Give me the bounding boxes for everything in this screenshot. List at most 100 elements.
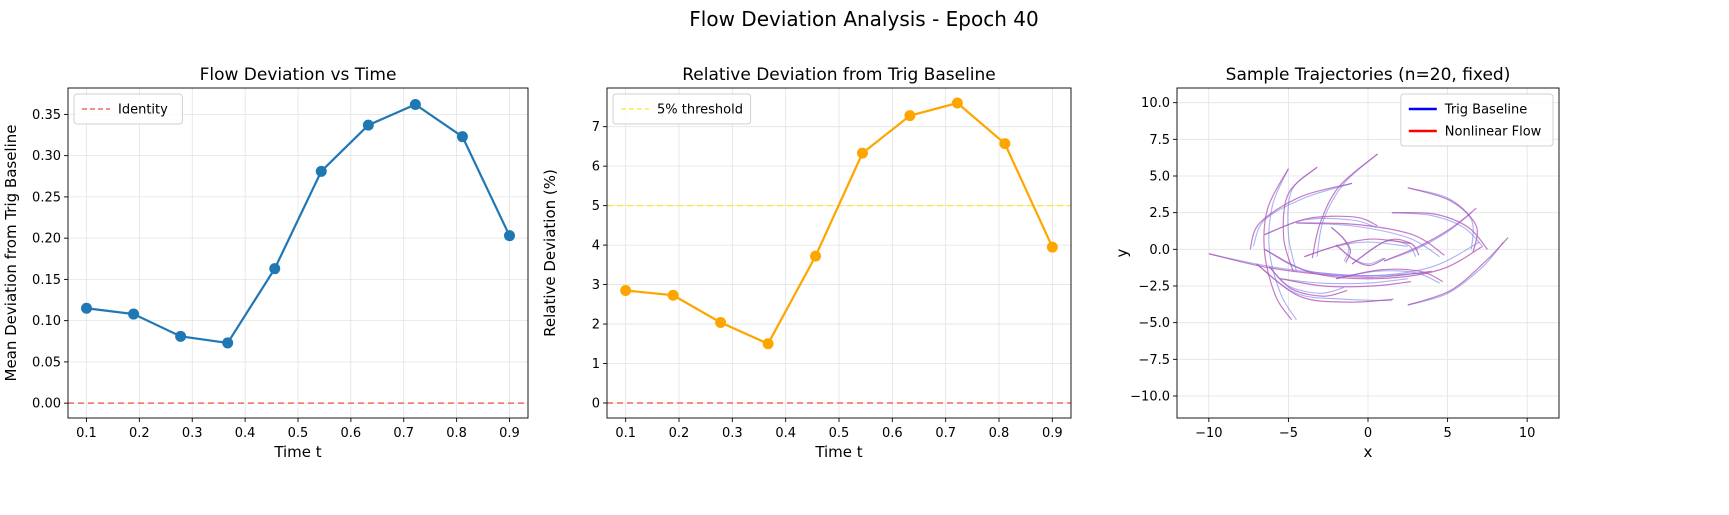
y-tick-label: 0.00 <box>32 397 61 412</box>
y-tick-label: −10.0 <box>1130 390 1170 405</box>
y-tick-label: 0.05 <box>32 355 61 370</box>
panel-title: Flow Deviation vs Time <box>200 65 397 85</box>
data-point <box>362 119 374 131</box>
trajectory-flow <box>1256 263 1394 303</box>
x-tick-label: 0.2 <box>669 426 690 441</box>
x-tick-label: 0.4 <box>235 426 256 441</box>
data-point <box>810 250 822 262</box>
x-tick-label: −10 <box>1195 426 1222 441</box>
data-point <box>762 338 774 350</box>
x-tick-label: 0.8 <box>446 426 467 441</box>
y-tick-label: 7.5 <box>1149 133 1170 148</box>
x-tick-label: 0.1 <box>615 426 636 441</box>
x-tick-label: 0.6 <box>882 426 903 441</box>
trajectory-flow <box>1391 211 1488 250</box>
trajectory-flow <box>1264 245 1483 280</box>
plot-area <box>607 97 1071 404</box>
trajectory-flow <box>1304 238 1412 258</box>
panel-sample-trajectories: −10 −5 0 5 10 −10.0 −7.5 −5.0 −2.5 0.0 2.5 5.0 7.5 10… <box>1113 65 1560 461</box>
legend-label: Nonlinear Flow <box>1445 125 1542 140</box>
y-tick-label: 0 <box>592 397 600 412</box>
y-tick-label: 3 <box>592 278 600 293</box>
legend-box <box>612 93 752 125</box>
y-tick-label: 0.35 <box>32 108 61 123</box>
trajectory-baseline <box>1280 278 1408 285</box>
x-axis-label: Time t <box>273 443 321 461</box>
panel-title: Sample Trajectories (n=20, fixed) <box>1226 65 1511 85</box>
trajectory-flow <box>1264 215 1378 236</box>
y-tick-label: 0.10 <box>32 314 61 329</box>
y-tick-label: 5 <box>592 199 600 214</box>
data-point <box>503 230 515 242</box>
trajectory-flow <box>1330 226 1352 263</box>
y-tick-label: 2 <box>592 318 600 333</box>
x-tick-label: 0.8 <box>989 426 1010 441</box>
x-tick-label: 0.5 <box>829 426 850 441</box>
trajectory-baseline <box>1296 222 1440 258</box>
trajectory-baseline <box>1391 212 1483 247</box>
panel-relative-deviation: 0.1 0.2 0.3 0.4 0.5 0.6 0.7 0.8 0.9 0 1 2 3 4 5 6 7 Relat… <box>541 65 1072 461</box>
data-point <box>128 308 140 320</box>
legend-label: Identity <box>118 103 168 118</box>
panel-flow-deviation: 0.1 0.2 0.3 0.4 0.5 0.6 0.7 0.8 0.9 0.00 0.05 0.10 0… <box>2 65 529 461</box>
trajectory-baseline <box>1268 168 1297 321</box>
trajectory-flow <box>1282 166 1318 272</box>
series-line <box>86 103 511 345</box>
data-point <box>315 165 327 177</box>
trajectory-flow <box>1280 278 1412 288</box>
x-tick-label: 0.6 <box>341 426 362 441</box>
data-point <box>856 147 868 159</box>
data-point <box>81 302 93 314</box>
y-tick-label: 0.25 <box>32 190 61 205</box>
trajectory-flow <box>1249 182 1353 250</box>
y-tick-label: −7.5 <box>1138 353 1170 368</box>
data-point <box>904 110 916 122</box>
data-point <box>999 138 1011 150</box>
x-tick-label: 0.7 <box>935 426 956 441</box>
figure-suptitle: Flow Deviation Analysis - Epoch 40 <box>689 7 1038 31</box>
y-tick-label: 0.20 <box>32 232 61 247</box>
data-point <box>715 316 727 328</box>
trajectory-flow <box>1335 244 1386 267</box>
x-tick-label: 0.1 <box>76 426 97 441</box>
y-tick-label: 2.5 <box>1149 206 1170 221</box>
y-tick-label: 1 <box>592 357 600 372</box>
y-axis-label: Relative Deviation (%) <box>541 169 559 337</box>
data-point <box>951 97 963 109</box>
data-point <box>269 263 281 275</box>
x-tick-label: 0.2 <box>129 426 150 441</box>
trajectory-baseline <box>1252 182 1353 247</box>
y-tick-label: −5.0 <box>1138 316 1170 331</box>
legend-box <box>1400 93 1554 147</box>
x-tick-label: 0.9 <box>1042 426 1063 441</box>
trajectory-flow <box>1336 268 1444 283</box>
y-axis-label: Mean Deviation from Trig Baseline <box>2 124 20 381</box>
trajectory-flow <box>1407 237 1509 306</box>
y-tick-label: 10.0 <box>1141 96 1170 111</box>
y-tick-label: 7 <box>592 120 600 135</box>
trajectory-flow <box>1268 266 1348 297</box>
plot-area <box>68 99 528 404</box>
x-tick-label: 0.4 <box>775 426 796 441</box>
y-tick-label: −2.5 <box>1138 280 1170 295</box>
data-point <box>456 131 468 143</box>
legend-box <box>73 93 183 125</box>
trajectory-flow <box>1383 207 1477 262</box>
trajectory-baseline <box>1407 241 1504 306</box>
trajectory-flow <box>1311 153 1378 259</box>
x-axis-label: Time t <box>814 443 862 461</box>
trajectory-flow <box>1296 222 1445 256</box>
x-tick-label: 5 <box>1443 426 1451 441</box>
x-tick-label: 0.7 <box>393 426 414 441</box>
data-point <box>409 99 421 110</box>
x-tick-label: 0 <box>1364 426 1372 441</box>
y-axis-label: y <box>1113 248 1131 257</box>
trajectory-flow <box>1263 168 1293 321</box>
trajectory-flow <box>1351 238 1420 265</box>
data-point <box>1046 241 1058 253</box>
x-tick-label: 0.3 <box>722 426 743 441</box>
data-point <box>620 285 632 296</box>
trajectory-baseline <box>1264 241 1480 277</box>
y-tick-label: 0.15 <box>32 273 61 288</box>
x-tick-label: 0.5 <box>288 426 309 441</box>
